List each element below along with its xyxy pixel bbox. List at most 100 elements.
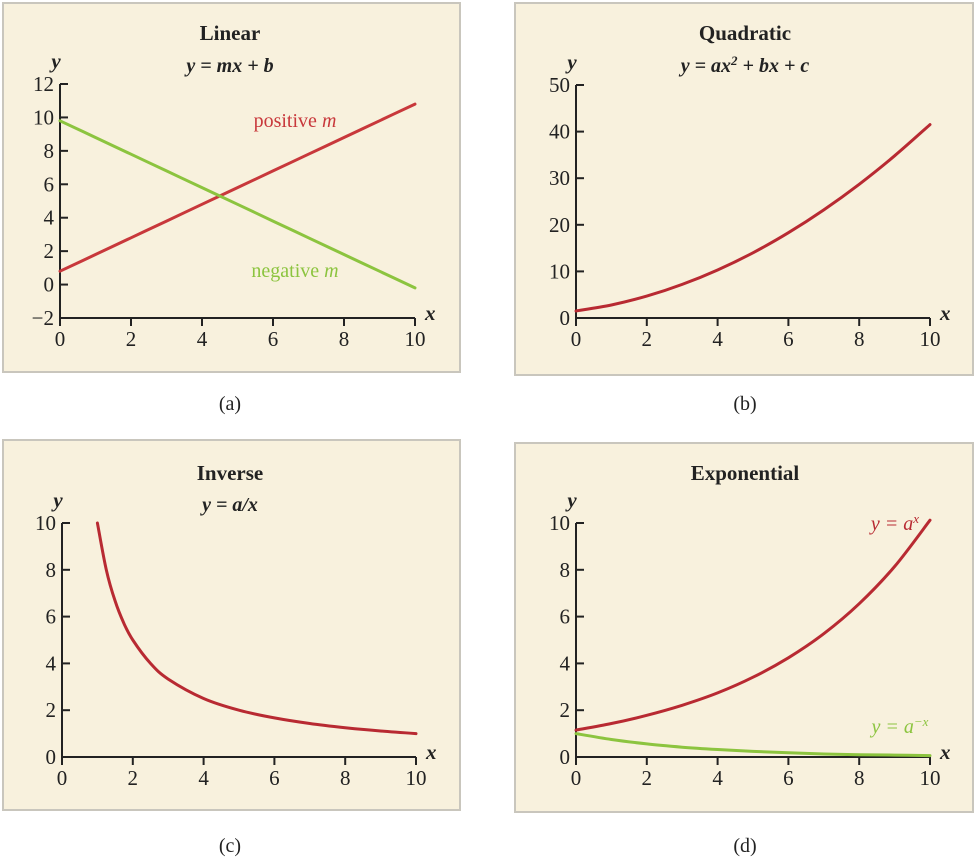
text-part: negative bbox=[251, 260, 324, 282]
panel-background bbox=[514, 2, 974, 376]
panel-caption: (d) bbox=[733, 835, 756, 857]
y-tick-label: 30 bbox=[549, 166, 570, 190]
x-tick-label: 10 bbox=[920, 766, 941, 790]
y-tick-label: 6 bbox=[560, 605, 571, 629]
series-label: y = a−x bbox=[870, 714, 929, 739]
text-part: y = ax bbox=[679, 55, 731, 77]
y-axis-label: y bbox=[564, 50, 577, 74]
x-axis-label: x bbox=[939, 301, 951, 325]
x-tick-label: 10 bbox=[405, 327, 426, 351]
x-tick-label: 4 bbox=[712, 766, 723, 790]
x-tick-label: 6 bbox=[783, 766, 794, 790]
y-tick-label: 6 bbox=[44, 172, 55, 196]
series-line-1 bbox=[58, 119, 417, 290]
x-tick-label: 4 bbox=[198, 766, 209, 790]
y-tick-label: 0 bbox=[46, 745, 57, 769]
text-part: −x bbox=[914, 714, 929, 729]
x-tick-label: 6 bbox=[783, 327, 794, 351]
y-tick-label: 0 bbox=[560, 306, 571, 330]
y-tick-label: 2 bbox=[46, 698, 57, 722]
panel-caption: (a) bbox=[219, 393, 241, 415]
text-part: + bx + c bbox=[738, 55, 810, 77]
y-axis-label: y bbox=[564, 488, 577, 512]
y-tick-label: 10 bbox=[549, 259, 570, 283]
y-tick-label: 4 bbox=[560, 651, 571, 675]
panel-caption: (c) bbox=[219, 835, 241, 857]
x-tick-label: 0 bbox=[571, 766, 582, 790]
series-label: y = ax bbox=[869, 511, 919, 536]
y-axis-label: y bbox=[50, 488, 63, 512]
text-part: positive bbox=[254, 110, 322, 132]
text-part: m bbox=[324, 260, 338, 282]
series-line-0 bbox=[574, 518, 932, 732]
y-tick-label: 50 bbox=[549, 73, 570, 97]
series-line-0 bbox=[574, 123, 932, 313]
series-label: positive m bbox=[254, 110, 337, 132]
x-axis-label: x bbox=[425, 740, 437, 764]
text-part: y = a bbox=[869, 513, 913, 535]
y-tick-label: 2 bbox=[44, 239, 55, 263]
y-tick-label: 6 bbox=[46, 605, 57, 629]
panel-background bbox=[2, 2, 461, 373]
y-tick-label: 12 bbox=[33, 72, 54, 96]
text-part: m bbox=[322, 110, 336, 132]
text-part: y = mx + b bbox=[184, 55, 273, 77]
y-axis-label: y bbox=[48, 49, 61, 73]
y-tick-label: 8 bbox=[44, 139, 55, 163]
y-tick-label: 4 bbox=[44, 206, 55, 230]
y-tick-label: 10 bbox=[33, 105, 54, 129]
series-line-0 bbox=[95, 521, 418, 736]
y-tick-label: 0 bbox=[44, 273, 55, 297]
x-tick-label: 6 bbox=[269, 766, 280, 790]
text-part: y = a/x bbox=[200, 494, 258, 516]
series-line-0 bbox=[58, 102, 417, 273]
y-tick-label: 8 bbox=[560, 558, 571, 582]
x-tick-label: 10 bbox=[406, 766, 427, 790]
x-tick-label: 8 bbox=[339, 327, 350, 351]
chart-title: Inverse bbox=[197, 461, 264, 485]
y-tick-label: 10 bbox=[35, 511, 56, 535]
series-label: negative m bbox=[251, 260, 338, 282]
x-tick-label: 2 bbox=[128, 766, 139, 790]
text-part: 2 bbox=[730, 53, 738, 68]
x-tick-label: 0 bbox=[55, 327, 66, 351]
chart-title: Linear bbox=[200, 21, 261, 45]
y-tick-label: −2 bbox=[32, 306, 54, 330]
x-tick-label: 2 bbox=[642, 766, 653, 790]
x-tick-label: 6 bbox=[268, 327, 279, 351]
x-tick-label: 8 bbox=[340, 766, 351, 790]
panel-caption: (b) bbox=[733, 393, 756, 415]
x-tick-label: 8 bbox=[854, 327, 865, 351]
x-tick-label: 4 bbox=[197, 327, 208, 351]
x-tick-label: 2 bbox=[126, 327, 137, 351]
x-tick-label: 2 bbox=[642, 327, 653, 351]
chart-formula: y = ax2 + bx + c bbox=[679, 53, 810, 78]
x-tick-label: 8 bbox=[854, 766, 865, 790]
y-tick-label: 20 bbox=[549, 213, 570, 237]
chart-formula: y = a/x bbox=[200, 494, 258, 516]
x-axis-label: x bbox=[939, 740, 951, 764]
x-tick-label: 4 bbox=[712, 327, 723, 351]
chart-title: Exponential bbox=[691, 461, 800, 485]
chart-title: Quadratic bbox=[699, 21, 791, 45]
y-tick-label: 2 bbox=[560, 698, 571, 722]
panel-background bbox=[2, 439, 461, 811]
y-tick-label: 10 bbox=[549, 511, 570, 535]
x-axis-label: x bbox=[424, 301, 436, 325]
x-tick-label: 0 bbox=[57, 766, 68, 790]
x-tick-label: 0 bbox=[571, 327, 582, 351]
chart-formula: y = mx + b bbox=[184, 55, 273, 77]
y-tick-label: 4 bbox=[46, 651, 57, 675]
y-tick-label: 40 bbox=[549, 120, 570, 144]
x-tick-label: 10 bbox=[920, 327, 941, 351]
text-part: x bbox=[912, 511, 919, 526]
text-part: y = a bbox=[870, 716, 914, 738]
y-tick-label: 0 bbox=[560, 745, 571, 769]
series-line-1 bbox=[574, 732, 932, 758]
y-tick-label: 8 bbox=[46, 558, 57, 582]
